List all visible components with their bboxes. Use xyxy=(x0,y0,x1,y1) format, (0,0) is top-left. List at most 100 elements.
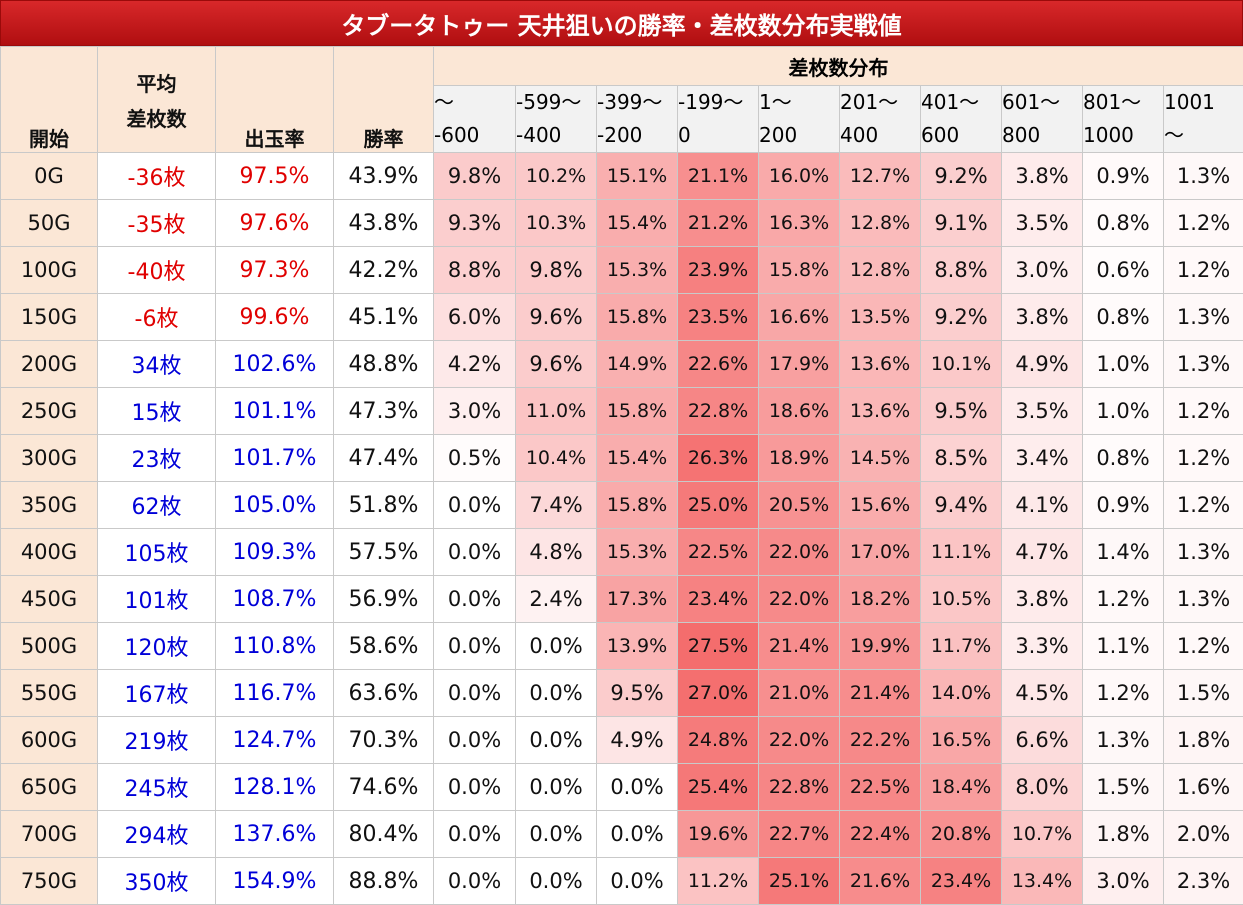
table-row: 150G -6枚 99.6% 45.1% 6.0% 9.6% 15.8% 23.5% 16.6%… xyxy=(0,293,1243,341)
distribution-cell: 1.6% xyxy=(1162,763,1243,811)
distribution-cell: 0.0% xyxy=(433,669,516,717)
distribution-cell: 22.2% xyxy=(839,716,921,764)
distribution-cell: 21.4% xyxy=(839,669,921,717)
distribution-cell: 15.3% xyxy=(596,528,678,576)
distribution-cell: 2.3% xyxy=(1162,857,1243,905)
header-win: 勝率 xyxy=(333,46,434,153)
bucket-label-line1: 401～ xyxy=(921,90,980,114)
distribution-cell: 25.0% xyxy=(677,481,759,529)
distribution-cell: 9.8% xyxy=(433,152,516,200)
distribution-cell: 22.8% xyxy=(677,387,759,435)
bucket-header: -199～ 0 xyxy=(677,85,759,153)
distribution-cell: 4.9% xyxy=(1001,340,1083,388)
distribution-cell: 9.4% xyxy=(920,481,1002,529)
distribution-cell: 7.4% xyxy=(515,481,597,529)
start-game-cell: 300G xyxy=(0,434,98,482)
bucket-label-line1: 1001 xyxy=(1164,90,1215,114)
distribution-cell: 1.2% xyxy=(1162,434,1243,482)
distribution-cell: 19.9% xyxy=(839,622,921,670)
start-game-cell: 200G xyxy=(0,340,98,388)
table-row: 750G 350枚 154.9% 88.8% 0.0% 0.0% 0.0% 11.2% 25.1… xyxy=(0,857,1243,905)
distribution-cell: 13.6% xyxy=(839,340,921,388)
distribution-cell: 13.4% xyxy=(1001,857,1083,905)
avg-diff-cell: 105枚 xyxy=(97,528,216,576)
payout-rate-cell: 101.1% xyxy=(215,387,334,435)
win-rate-cell: 88.8% xyxy=(333,857,434,905)
distribution-cell: 4.7% xyxy=(1001,528,1083,576)
header-distribution: 差枚数分布 xyxy=(432,46,1243,86)
payout-rate-cell: 154.9% xyxy=(215,857,334,905)
distribution-cell: 1.2% xyxy=(1162,622,1243,670)
start-game-cell: 450G xyxy=(0,575,98,623)
distribution-cell: 9.6% xyxy=(515,340,597,388)
distribution-cell: 22.5% xyxy=(839,763,921,811)
distribution-cell: 15.6% xyxy=(839,481,921,529)
distribution-cell: 25.1% xyxy=(758,857,840,905)
distribution-cell: 23.4% xyxy=(920,857,1002,905)
start-game-cell: 500G xyxy=(0,622,98,670)
table-title: タブータトゥー 天井狙いの勝率・差枚数分布実戦値 xyxy=(0,0,1243,46)
distribution-cell: 0.0% xyxy=(515,669,597,717)
win-rate-cell: 43.9% xyxy=(333,152,434,200)
distribution-cell: 6.6% xyxy=(1001,716,1083,764)
distribution-cell: 0.5% xyxy=(433,434,516,482)
distribution-cell: 6.0% xyxy=(433,293,516,341)
bucket-label-line1: ～ xyxy=(434,90,455,114)
start-game-cell: 550G xyxy=(0,669,98,717)
start-game-cell: 400G xyxy=(0,528,98,576)
distribution-cell: 0.0% xyxy=(433,575,516,623)
distribution-cell: 15.8% xyxy=(596,481,678,529)
payout-rate-cell: 128.1% xyxy=(215,763,334,811)
header-payout: 出玉率 xyxy=(215,46,334,153)
distribution-cell: 1.3% xyxy=(1162,152,1243,200)
distribution-cell: 22.6% xyxy=(677,340,759,388)
distribution-cell: 10.2% xyxy=(515,152,597,200)
table-row: 350G 62枚 105.0% 51.8% 0.0% 7.4% 15.8% 25.0% 20.5… xyxy=(0,481,1243,529)
distribution-cell: 3.8% xyxy=(1001,575,1083,623)
distribution-cell: 4.5% xyxy=(1001,669,1083,717)
avg-diff-cell: -40枚 xyxy=(97,246,216,294)
distribution-cell: 3.4% xyxy=(1001,434,1083,482)
distribution-cell: 1.8% xyxy=(1162,716,1243,764)
table-row: 500G 120枚 110.8% 58.6% 0.0% 0.0% 13.9% 27.5% 21.… xyxy=(0,622,1243,670)
distribution-cell: 3.3% xyxy=(1001,622,1083,670)
distribution-cell: 16.5% xyxy=(920,716,1002,764)
distribution-cell: 1.3% xyxy=(1162,528,1243,576)
bucket-label-line2: ～ xyxy=(1164,123,1184,147)
distribution-cell: 12.7% xyxy=(839,152,921,200)
distribution-cell: 17.3% xyxy=(596,575,678,623)
payout-rate-cell: 97.5% xyxy=(215,152,334,200)
distribution-cell: 9.6% xyxy=(515,293,597,341)
distribution-cell: 0.0% xyxy=(515,622,597,670)
bucket-header: 201～ 400 xyxy=(839,85,921,153)
distribution-cell: 24.8% xyxy=(677,716,759,764)
distribution-cell: 10.1% xyxy=(920,340,1002,388)
distribution-cell: 1.5% xyxy=(1162,669,1243,717)
win-rate-cell: 42.2% xyxy=(333,246,434,294)
distribution-cell: 23.4% xyxy=(677,575,759,623)
distribution-cell: 16.3% xyxy=(758,199,840,247)
start-game-cell: 100G xyxy=(0,246,98,294)
header-start: 開始 xyxy=(0,46,98,153)
distribution-cell: 4.1% xyxy=(1001,481,1083,529)
distribution-cell: 1.3% xyxy=(1162,575,1243,623)
bucket-header: 1001 ～ xyxy=(1162,85,1243,153)
win-rate-cell: 47.4% xyxy=(333,434,434,482)
distribution-cell: 0.0% xyxy=(433,810,516,858)
distribution-cell: 1.2% xyxy=(1162,481,1243,529)
bucket-header: 401～ 600 xyxy=(920,85,1002,153)
distribution-cell: 9.5% xyxy=(596,669,678,717)
start-game-cell: 50G xyxy=(0,199,98,247)
avg-diff-cell: 167枚 xyxy=(97,669,216,717)
bucket-label-line1: 801～ xyxy=(1083,90,1142,114)
bucket-label-line1: -199～ xyxy=(678,90,744,114)
bucket-header: -399～ -200 xyxy=(596,85,678,153)
distribution-cell: 1.3% xyxy=(1162,340,1243,388)
distribution-cell: 0.0% xyxy=(433,622,516,670)
table-row: 400G 105枚 109.3% 57.5% 0.0% 4.8% 15.3% 22.5% 22.… xyxy=(0,528,1243,576)
bucket-label-line2: -600 xyxy=(434,123,480,147)
distribution-cell: 17.0% xyxy=(839,528,921,576)
distribution-cell: 14.5% xyxy=(839,434,921,482)
bucket-header: ～ -600 xyxy=(433,85,516,153)
avg-diff-cell: -36枚 xyxy=(97,152,216,200)
